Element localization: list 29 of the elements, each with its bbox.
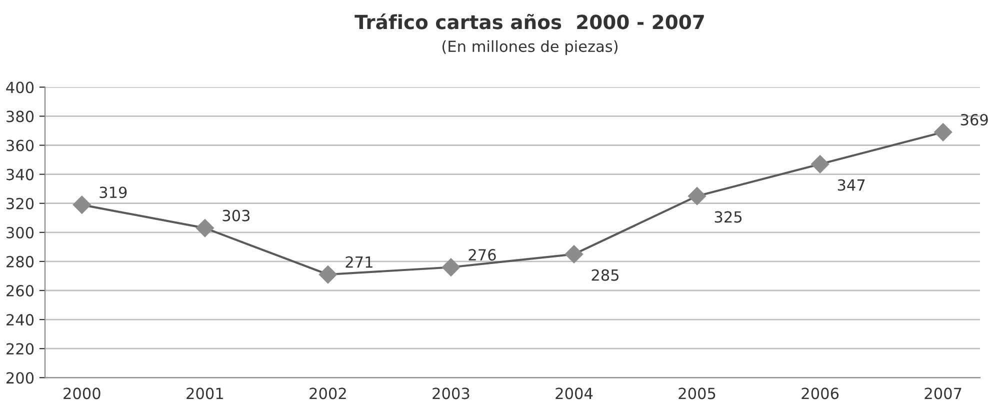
data-label: 271 [346,256,372,268]
y-tick-label: 240 [6,314,34,326]
data-label: 303 [222,210,250,222]
data-label: 276 [468,249,496,261]
data-label: 369 [960,114,988,126]
y-tick-label: 300 [6,226,34,238]
x-tick-label: 2000 [64,388,100,400]
x-tick-label: 2007 [924,388,962,400]
y-tick-label: 340 [6,168,34,180]
y-tick-label: 360 [6,140,34,152]
y-tick-label: 380 [6,110,34,122]
chart-subtitle: (En millones de piezas) [442,40,618,56]
x-tick-label: 2005 [678,388,716,400]
y-tick-label: 260 [6,284,34,297]
x-tick-label: 2003 [432,388,470,400]
y-tick-label: 200 [6,372,34,384]
data-label: 325 [714,211,742,223]
y-tick-label: 220 [6,343,34,355]
data-label: 319 [100,186,127,198]
y-tick-label: 400 [6,82,34,94]
y-tick-label: 320 [6,198,34,210]
x-tick-label: 2002 [310,388,346,400]
data-label: 285 [592,269,619,281]
x-tick-label: 2001 [186,388,223,400]
x-tick-label: 2006 [802,388,839,400]
chart-title: Tráfico cartas años 2000 - 2007 [354,13,704,30]
x-tick-label: 2004 [556,388,593,400]
y-tick-label: 280 [6,256,34,268]
data-label: 347 [838,179,865,191]
